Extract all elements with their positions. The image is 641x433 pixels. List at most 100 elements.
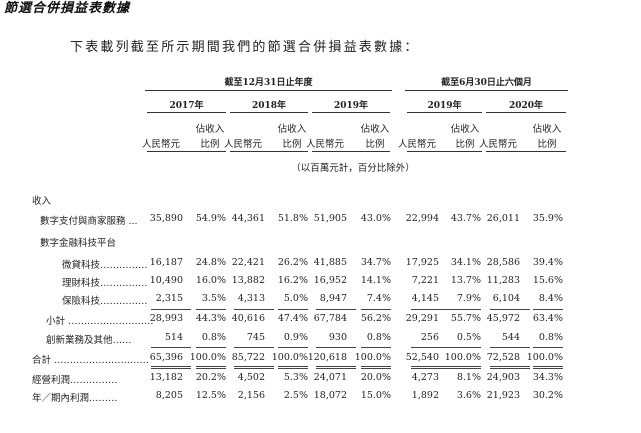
total-underline: [411, 366, 451, 367]
value-rmb: 256: [420, 332, 439, 343]
year-header: 2019年: [427, 101, 462, 111]
col-underline: [486, 151, 566, 152]
value-pct: 100.0%: [526, 352, 563, 363]
value-pct: 51.8%: [277, 213, 308, 224]
value-rmb: 13,182: [149, 372, 183, 383]
row-label: 理財科技……………: [62, 278, 148, 289]
value-pct: 26.2%: [277, 257, 308, 268]
total-underline: [278, 366, 308, 367]
total-underline: [361, 366, 391, 367]
col-label-pct-top: 佔收入: [195, 124, 225, 135]
value-pct: 5.3%: [283, 372, 308, 383]
total-underline: [151, 366, 191, 367]
value-rmb: 40,616: [231, 313, 265, 324]
col-underline: [230, 151, 308, 152]
row-label: 創新業務及其他……: [46, 335, 132, 346]
value-pct: 54.9%: [195, 213, 226, 224]
subtotal-line: [151, 309, 191, 310]
value-rmb: 930: [328, 332, 347, 343]
value-rmb: 544: [501, 332, 520, 343]
col-label-rmb: 人民幣元: [478, 139, 517, 150]
value-rmb: 8,947: [319, 293, 347, 304]
total-line: [234, 347, 274, 348]
value-pct: 0.8%: [366, 332, 391, 343]
value-rmb: 85,722: [231, 352, 265, 363]
subtotal-line: [533, 309, 563, 310]
total-line: [411, 347, 451, 348]
subtotal-line: [411, 309, 451, 310]
col-label-rmb: 人民幣元: [305, 139, 344, 150]
value-rmb: 44,361: [231, 213, 265, 224]
year-underline: [407, 112, 482, 113]
value-rmb: 65,396: [149, 352, 183, 363]
value-pct: 16.0%: [195, 275, 226, 286]
total-line: [533, 347, 563, 348]
total-underline: [361, 368, 391, 369]
value-rmb: 18,072: [313, 390, 347, 401]
value-rmb: 28,586: [486, 257, 520, 268]
value-rmb: 6,104: [492, 293, 520, 304]
value-rmb: 29,291: [405, 313, 439, 324]
value-pct: 56.2%: [360, 313, 391, 324]
col-label-pct-top: 佔收入: [532, 124, 562, 135]
value-pct: 15.0%: [360, 390, 391, 401]
value-rmb: 2,156: [237, 390, 265, 401]
value-rmb: 17,925: [405, 257, 439, 268]
value-pct: 100.0%: [444, 352, 481, 363]
value-pct: 100.0%: [189, 352, 226, 363]
value-rmb: 8,205: [155, 390, 183, 401]
total-line: [196, 347, 226, 348]
value-pct: 39.4%: [532, 257, 563, 268]
value-rmb: 7,221: [411, 275, 439, 286]
value-rmb: 22,994: [405, 213, 439, 224]
value-pct: 15.6%: [532, 275, 563, 286]
col-label-pct-bottom: 比例: [365, 139, 385, 150]
col-underline: [407, 151, 482, 152]
total-underline: [196, 368, 226, 369]
col-label-pct-bottom: 比例: [282, 139, 302, 150]
row-label: 年／期內利潤………: [32, 393, 118, 404]
year-header: 2019年: [333, 101, 369, 111]
row-label: 經營利潤……………: [32, 375, 118, 386]
col-label-pct-bottom: 比例: [455, 139, 475, 150]
value-pct: 63.4%: [532, 313, 563, 324]
total-underline: [196, 366, 226, 367]
total-underline: [316, 368, 356, 369]
value-pct: 35.9%: [532, 213, 563, 224]
total-underline: [533, 368, 563, 369]
col-label-rmb: 人民幣元: [397, 139, 436, 150]
value-pct: 20.0%: [360, 372, 391, 383]
row-label: 保險科技……………: [62, 296, 148, 307]
value-pct: 13.7%: [450, 275, 481, 286]
value-pct: 30.2%: [532, 390, 563, 401]
value-pct: 34.1%: [450, 257, 481, 268]
row-label: 數字金融科技平台: [40, 238, 117, 249]
year-header: 2017年: [169, 101, 204, 111]
subtotal-line: [278, 309, 308, 310]
section-title: 節選合併損益表數據: [4, 1, 131, 16]
col-label-pct-top: 佔收入: [360, 124, 390, 135]
value-pct: 0.5%: [456, 332, 481, 343]
value-pct: 7.9%: [456, 293, 481, 304]
total-underline: [234, 368, 274, 369]
year-header: 2020年: [508, 101, 544, 111]
value-pct: 16.2%: [277, 275, 308, 286]
value-rmb: 514: [164, 332, 183, 343]
value-rmb: 10,490: [149, 275, 183, 286]
value-rmb: 26,011: [486, 213, 520, 224]
total-underline: [490, 368, 530, 369]
subtotal-line: [234, 309, 274, 310]
total-line: [278, 347, 308, 348]
period-underline-interim: [405, 90, 568, 91]
value-rmb: 28,993: [149, 313, 183, 324]
value-pct: 8.1%: [456, 372, 481, 383]
value-pct: 3.6%: [456, 390, 481, 401]
value-pct: 20.2%: [195, 372, 226, 383]
value-rmb: 52,540: [405, 352, 439, 363]
value-rmb: 4,273: [411, 372, 439, 383]
value-pct: 100.0%: [354, 352, 391, 363]
value-pct: 3.5%: [201, 293, 226, 304]
col-underline: [312, 151, 390, 152]
total-underline: [278, 368, 308, 369]
value-pct: 34.3%: [532, 372, 563, 383]
